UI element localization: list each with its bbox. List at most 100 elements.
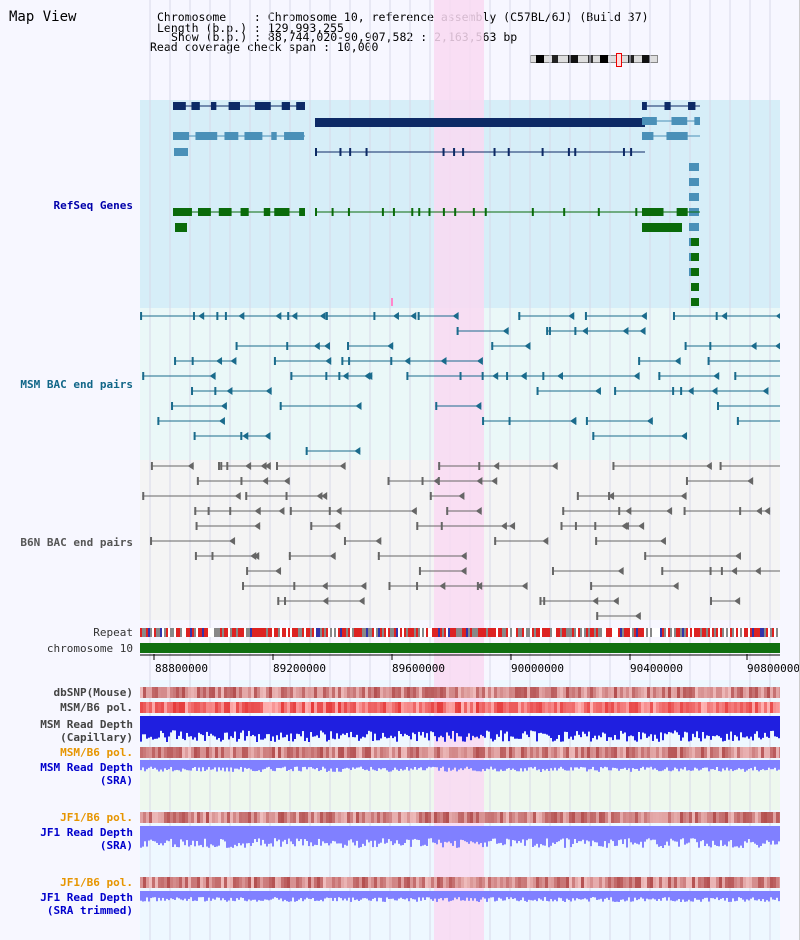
jf1-depth-trimmed-bar bbox=[338, 891, 340, 898]
msm-pol-cell bbox=[200, 702, 203, 713]
dbsnp-cell bbox=[734, 687, 737, 698]
jf1-pol2-cell bbox=[521, 877, 524, 888]
b6n-bac-pair-end bbox=[617, 567, 624, 575]
jf1-depth-sra-bar bbox=[270, 826, 272, 844]
repeat-element bbox=[686, 628, 688, 637]
jf1-pol-cell bbox=[761, 812, 764, 823]
msm-depth-capillary-bar bbox=[312, 716, 314, 737]
msm-depth-sra-bar bbox=[496, 760, 498, 772]
msm-depth-sra-bar bbox=[160, 760, 162, 770]
msm-depth-sra-bar bbox=[466, 760, 468, 767]
msm-depth-sra-bar bbox=[714, 760, 716, 770]
jf1-pol2-cell bbox=[338, 877, 341, 888]
dbsnp-cell bbox=[371, 687, 374, 698]
dbsnp-cell bbox=[773, 687, 776, 698]
jf1-depth-trimmed-bar bbox=[448, 891, 450, 902]
jf1-pol-cell bbox=[152, 812, 155, 823]
jf1-depth-trimmed-bar bbox=[162, 891, 164, 898]
repeat-element bbox=[688, 628, 690, 637]
track-label-jf1-depth-trimmed[interactable]: JF1 Read Depth bbox=[40, 891, 133, 904]
jf1-depth-sra-bar bbox=[184, 826, 186, 846]
jf1-depth-sra-bar bbox=[554, 826, 556, 844]
jf1-depth-trimmed-bar bbox=[478, 891, 480, 902]
track-label-jf1-b6-pol[interactable]: JF1/B6 pol. bbox=[60, 811, 133, 824]
msm-depth-capillary-bar bbox=[560, 716, 562, 742]
msm-depth-sra-bar bbox=[162, 760, 164, 772]
genome-tracks-area[interactable] bbox=[140, 0, 799, 940]
jf1-depth-trimmed-bar bbox=[192, 891, 194, 902]
jf1-depth-trimmed-bar bbox=[752, 891, 754, 898]
msm-bac-pair-end bbox=[435, 402, 438, 410]
repeat-element bbox=[764, 628, 766, 637]
b6n-bac-pair-end bbox=[310, 522, 313, 530]
jf1-pol-cell bbox=[188, 812, 191, 823]
track-label-dbsnp[interactable]: dbSNP(Mouse) bbox=[53, 686, 133, 699]
jf1-pol2-cell bbox=[200, 877, 203, 888]
msm-pol2-cell bbox=[563, 747, 566, 758]
jf1-pol-cell bbox=[536, 812, 539, 823]
jf1-depth-sra-bar bbox=[174, 826, 176, 845]
msm-pol-cell bbox=[767, 702, 770, 713]
track-label-repeat[interactable]: Repeat bbox=[93, 626, 133, 639]
msm-pol2-cell bbox=[611, 747, 614, 758]
track-label-msm-b6-pol[interactable]: MSM/B6 pol. bbox=[60, 701, 133, 714]
msm-pol-cell bbox=[398, 702, 401, 713]
msm-depth-sra-bar bbox=[148, 760, 150, 768]
jf1-depth-sra-bar bbox=[762, 826, 764, 844]
jf1-depth-trimmed-bar bbox=[620, 891, 622, 900]
jf1-pol-cell bbox=[683, 812, 686, 823]
b6n-bac-pair-end bbox=[264, 462, 271, 470]
msm-depth-sra-bar bbox=[392, 760, 394, 771]
jf1-depth-sra-bar bbox=[452, 826, 454, 846]
jf1-depth-sra-bar bbox=[716, 826, 718, 846]
track-label-b6n-bac[interactable]: B6N BAC end pairs bbox=[20, 536, 133, 549]
msm-depth-sra-bar bbox=[522, 760, 524, 772]
gene-exon bbox=[331, 208, 334, 216]
msm-depth-capillary-bar bbox=[634, 716, 636, 741]
msm-depth-sra-bar bbox=[566, 760, 568, 771]
b6n-bac-pair-end bbox=[576, 492, 579, 500]
jf1-depth-sra-bar bbox=[518, 826, 520, 842]
msm-depth-capillary-bar bbox=[736, 716, 738, 737]
track-label-msm-depth-sra[interactable]: MSM Read Depth bbox=[40, 761, 133, 774]
msm-depth-capillary-bar bbox=[500, 716, 502, 731]
msm-pol2-cell bbox=[557, 747, 560, 758]
track-label-refseq-genes[interactable]: RefSeq Genes bbox=[53, 199, 133, 212]
jf1-pol2-cell bbox=[737, 877, 740, 888]
repeat-element bbox=[470, 628, 472, 637]
b6n-bac-pair-end bbox=[438, 462, 441, 470]
msm-pol-cell bbox=[545, 702, 548, 713]
msm-depth-capillary-bar bbox=[738, 716, 740, 741]
msm-depth-sra-bar bbox=[712, 760, 714, 770]
jf1-pol2-cell bbox=[605, 877, 608, 888]
msm-pol-cell bbox=[323, 702, 326, 713]
jf1-depth-sra-bar bbox=[216, 826, 218, 847]
msm-depth-capillary-bar bbox=[348, 716, 350, 738]
jf1-depth-sra-bar bbox=[428, 826, 430, 839]
b6n-bac-pair-end bbox=[764, 507, 771, 515]
track-label-msm-bac[interactable]: MSM BAC end pairs bbox=[20, 378, 133, 391]
repeat-element bbox=[388, 628, 390, 637]
track-label-chromosome[interactable]: chromosome 10 bbox=[46, 642, 133, 655]
jf1-depth-trimmed-bar bbox=[476, 891, 478, 902]
msm-depth-sra-bar bbox=[398, 760, 400, 771]
jf1-pol-cell bbox=[563, 812, 566, 823]
msm-pol2-cell bbox=[761, 747, 764, 758]
b6n-bac-pair-end bbox=[276, 462, 279, 470]
tracks-canvas[interactable] bbox=[140, 0, 799, 940]
jf1-depth-trimmed-bar bbox=[326, 891, 328, 898]
msm-depth-capillary-bar bbox=[216, 716, 218, 740]
msm-pol2-cell bbox=[722, 747, 725, 758]
track-label-jf1-depth-sra[interactable]: JF1 Read Depth bbox=[40, 826, 133, 839]
track-label-msm-depth-capillary[interactable]: MSM Read Depth bbox=[40, 718, 133, 731]
track-label-jf1-b6-pol-2[interactable]: JF1/B6 pol. bbox=[60, 876, 133, 889]
track-label-msm-b6-pol-2[interactable]: MSM/B6 pol. bbox=[60, 746, 133, 759]
jf1-depth-sra-bar bbox=[482, 826, 484, 848]
dbsnp-cell bbox=[641, 687, 644, 698]
dbsnp-cell bbox=[440, 687, 443, 698]
dbsnp-cell bbox=[644, 687, 647, 698]
msm-depth-sra-bar bbox=[436, 760, 438, 768]
dbsnp-cell bbox=[539, 687, 542, 698]
jf1-depth-sra-bar bbox=[332, 826, 334, 841]
jf1-pol-cell bbox=[572, 812, 575, 823]
